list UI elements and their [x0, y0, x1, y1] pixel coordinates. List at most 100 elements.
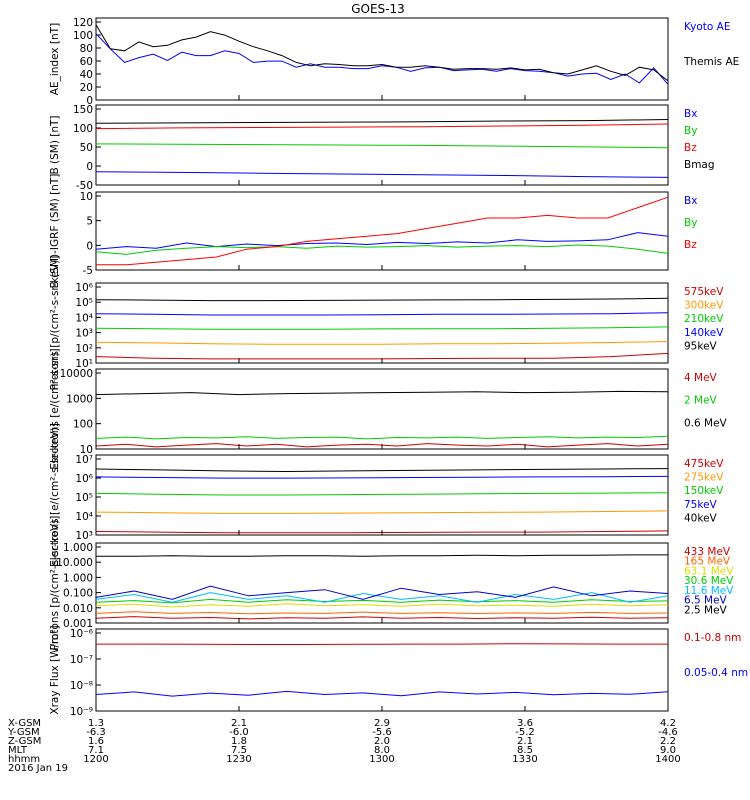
legend-label: 40keV	[684, 512, 718, 524]
series-line	[95, 611, 669, 615]
y-tick-label: 100	[73, 419, 93, 431]
y-axis-label: Protons [p/(cm²-s-sr-keV)]	[49, 256, 61, 391]
legend-label: Bz	[684, 142, 697, 154]
y-tick-label: 0	[86, 95, 93, 107]
y-tick-label: 10	[80, 191, 93, 203]
panel-5: 10000 1000 100 10 Electrons [e/(cm²-s-sr)] 4 …	[49, 348, 728, 469]
x-table-row-label: Y-GSM	[7, 727, 40, 738]
legend-label: By	[684, 125, 697, 137]
series-line	[95, 468, 669, 473]
y-tick-label: 10¹	[75, 358, 93, 370]
series-line	[95, 390, 669, 396]
x-table-cell: -6.3	[86, 727, 106, 738]
series-line	[95, 119, 669, 124]
series-line	[96, 554, 668, 557]
y-tick-label: 50	[80, 142, 93, 154]
y-axis-label: Electrons [e/(cm²-s-sr-keV)]	[49, 423, 61, 567]
x-table-cell: 8.0	[374, 745, 390, 756]
x-table-cell: -4.6	[658, 727, 678, 738]
x-table-row-label: X-GSM	[8, 718, 41, 729]
legend-label: Kyoto AE	[684, 21, 730, 33]
legend-label: 2 MeV	[684, 395, 718, 407]
series-line	[95, 171, 669, 178]
legend-label: 210keV	[684, 313, 724, 325]
legend-label: 275keV	[684, 472, 724, 484]
legend-label: 150keV	[684, 485, 724, 497]
legend-label: Themis AE	[683, 56, 739, 68]
legend-label: 75keV	[684, 499, 718, 511]
y-tick-label: 10²	[75, 343, 93, 355]
series-line	[96, 643, 668, 645]
x-table-cell: 1400	[655, 754, 680, 765]
y-tick-label: 10⁵	[75, 492, 93, 504]
y-axis-label: Electrons [e/(cm²-s-sr)]	[49, 348, 61, 469]
y-tick-label: 10⁴	[75, 312, 93, 324]
y-tick-label: 10⁻⁷	[70, 654, 93, 666]
series-line	[95, 603, 669, 608]
legend-label: 475keV	[684, 458, 724, 470]
y-tick-label: 10.000	[56, 557, 93, 569]
y-tick-label: 10⁶	[75, 282, 93, 294]
y-axis-label: Protons [p/(cm²-s-sr-keV)]	[49, 516, 61, 651]
y-tick-label: 10	[80, 444, 93, 456]
y-tick-label: 0	[86, 161, 93, 173]
series-line	[95, 143, 669, 149]
y-tick-label: 40	[80, 69, 93, 81]
x-table-cell: 2.2	[660, 736, 676, 747]
panel-frame	[95, 368, 669, 450]
series-line	[95, 312, 669, 316]
y-tick-label: 0.010	[63, 603, 93, 615]
legend-label: 575keV	[684, 286, 724, 298]
y-tick-label: 120	[73, 17, 93, 29]
legend-label: Bz	[684, 239, 697, 251]
x-table-cell: 7.5	[231, 745, 247, 756]
legend-label: Bx	[684, 108, 697, 120]
figure-title: GOES-13	[351, 2, 405, 16]
x-table-cell: 1.6	[88, 736, 104, 747]
legend-label: 0.6 MeV	[684, 417, 728, 429]
x-table-cell: 1200	[83, 754, 108, 765]
series-line	[95, 492, 669, 496]
panel-8: 10⁻⁶ 10⁻⁷ 10⁻⁸ 10⁻⁹ Xray Flux [W/m²] 0.1-0.8 …	[49, 625, 748, 718]
series-line	[95, 690, 669, 697]
x-table-cell: 8.5	[517, 745, 533, 756]
series-line	[95, 592, 669, 603]
series-line	[95, 297, 669, 302]
panel-6: 10⁷ 10⁶ 10⁵ 10⁴ 10³ Electrons [e/(cm²-s-sr-ke…	[49, 423, 724, 567]
x-table-cell: 1230	[226, 754, 251, 765]
y-tick-label: 10⁻⁸	[70, 680, 93, 692]
legend-label: 433 MeV	[684, 546, 731, 558]
y-axis-label: Xray Flux [W/m²]	[49, 625, 61, 714]
series-line	[95, 598, 669, 604]
y-tick-label: 10⁷	[75, 454, 93, 466]
y-tick-label: 10⁻⁹	[70, 706, 93, 718]
legend-label: 30.6 MeV	[684, 575, 734, 587]
y-tick-label: 150	[73, 104, 93, 116]
series-line	[95, 232, 669, 250]
y-tick-label: -5	[83, 265, 93, 277]
y-tick-label: 10³	[75, 328, 93, 340]
legend-label: 11.6 MeV	[684, 585, 734, 597]
legend-label: Bx	[684, 195, 697, 207]
y-tick-label: 1.000	[63, 542, 93, 554]
y-tick-label: 60	[80, 56, 93, 68]
y-tick-label: 0.100	[63, 588, 93, 600]
x-table-cell: 2.1	[517, 736, 533, 747]
x-axis-table: X-GSM 1.3 2.1 2.9 3.6 4.2 Y-GSM -6.3 -6.0 -5.6 -5.…	[7, 95, 681, 774]
x-table-cell: 2.9	[374, 718, 390, 729]
x-table-cell: 1.8	[231, 736, 247, 747]
y-axis-label: AE_index [nT]	[49, 23, 61, 95]
series-line	[95, 616, 669, 620]
legend-label: 63.1 MeV	[684, 565, 734, 577]
x-table-row-label: hhmm	[8, 754, 40, 765]
x-table-cell: -5.6	[372, 727, 392, 738]
series-line	[95, 585, 669, 600]
x-table-cell: 4.2	[660, 718, 676, 729]
legend-label: 140keV	[684, 327, 724, 339]
y-tick-label: 80	[80, 43, 93, 55]
legend-label: Bmag	[684, 159, 715, 171]
y-axis-label: B (SM) [nT]	[49, 115, 61, 174]
series-line	[96, 196, 669, 266]
